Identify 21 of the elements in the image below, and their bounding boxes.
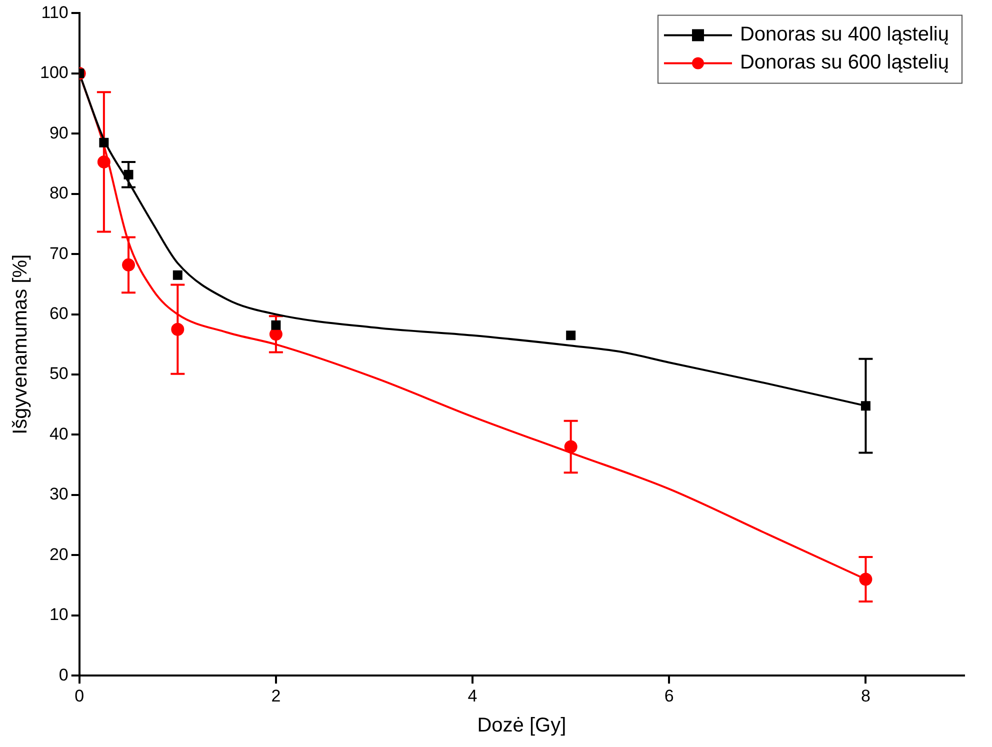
x-tick-label: 0	[74, 686, 84, 706]
y-tick-label: 60	[49, 304, 68, 323]
y-tick-label: 110	[41, 2, 68, 22]
y-tick-label: 0	[58, 665, 68, 684]
x-tick-label: 2	[271, 686, 281, 706]
x-tick-label: 4	[468, 686, 478, 706]
x-tick-label: 8	[860, 686, 870, 706]
x-axis-title: Dozė [Gy]	[477, 714, 566, 737]
y-tick-label: 100	[40, 63, 68, 82]
legend-label: Donoras su 400 ląstelių	[740, 24, 949, 46]
legend-label: Donoras su 600 ląstelių	[740, 52, 949, 74]
y-tick-label: 10	[49, 605, 68, 624]
y-tick-label: 50	[49, 364, 68, 384]
y-tick-label: 90	[49, 123, 68, 142]
y-axis-title: Išgyvenamumas [%]	[10, 254, 32, 434]
x-tick-label: 6	[664, 686, 674, 706]
y-tick-label: 70	[49, 244, 68, 263]
y-tick-label: 80	[49, 184, 68, 203]
y-tick-label: 40	[49, 424, 68, 444]
y-tick-label: 20	[49, 544, 68, 564]
y-tick-label: 30	[49, 484, 68, 504]
